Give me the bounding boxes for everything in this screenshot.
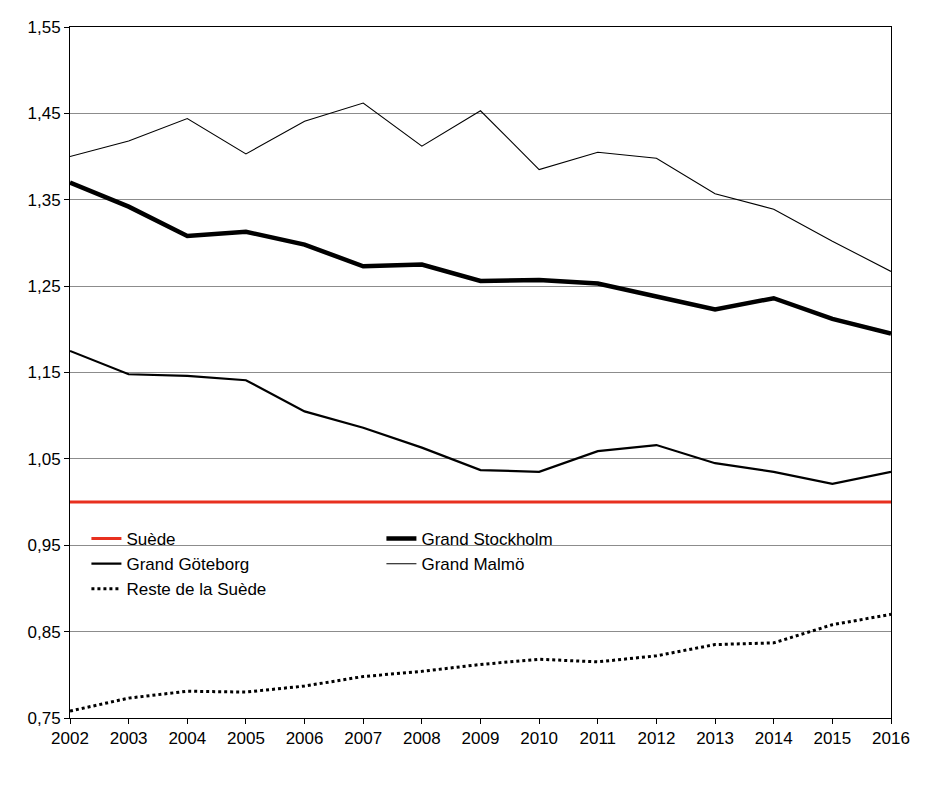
svg-text:2014: 2014 <box>755 729 793 748</box>
svg-text:2006: 2006 <box>286 729 324 748</box>
svg-text:2010: 2010 <box>520 729 558 748</box>
svg-text:1,05: 1,05 <box>28 450 61 469</box>
svg-text:2016: 2016 <box>872 729 910 748</box>
svg-text:0,95: 0,95 <box>28 536 61 555</box>
svg-text:2015: 2015 <box>813 729 851 748</box>
svg-text:1,45: 1,45 <box>28 104 61 123</box>
svg-text:1,15: 1,15 <box>28 363 61 382</box>
svg-text:2011: 2011 <box>580 729 617 748</box>
svg-text:2009: 2009 <box>462 729 500 748</box>
svg-text:1,55: 1,55 <box>28 18 61 37</box>
svg-text:2005: 2005 <box>227 729 265 748</box>
svg-text:0,85: 0,85 <box>28 623 61 642</box>
svg-text:1,35: 1,35 <box>28 191 61 210</box>
svg-text:Reste de la Suède: Reste de la Suède <box>126 580 266 599</box>
svg-text:2012: 2012 <box>638 729 676 748</box>
svg-text:2003: 2003 <box>110 729 148 748</box>
svg-text:2008: 2008 <box>403 729 441 748</box>
svg-text:Grand Malmö: Grand Malmö <box>421 555 524 574</box>
svg-text:0,75: 0,75 <box>28 709 61 728</box>
svg-text:Suède: Suède <box>126 530 175 549</box>
svg-text:1,25: 1,25 <box>28 277 61 296</box>
svg-text:2002: 2002 <box>51 729 89 748</box>
svg-text:2004: 2004 <box>168 729 206 748</box>
svg-text:2007: 2007 <box>344 729 382 748</box>
svg-text:Grand Stockholm: Grand Stockholm <box>421 530 552 549</box>
svg-text:Grand Göteborg: Grand Göteborg <box>126 555 249 574</box>
svg-text:2013: 2013 <box>696 729 734 748</box>
